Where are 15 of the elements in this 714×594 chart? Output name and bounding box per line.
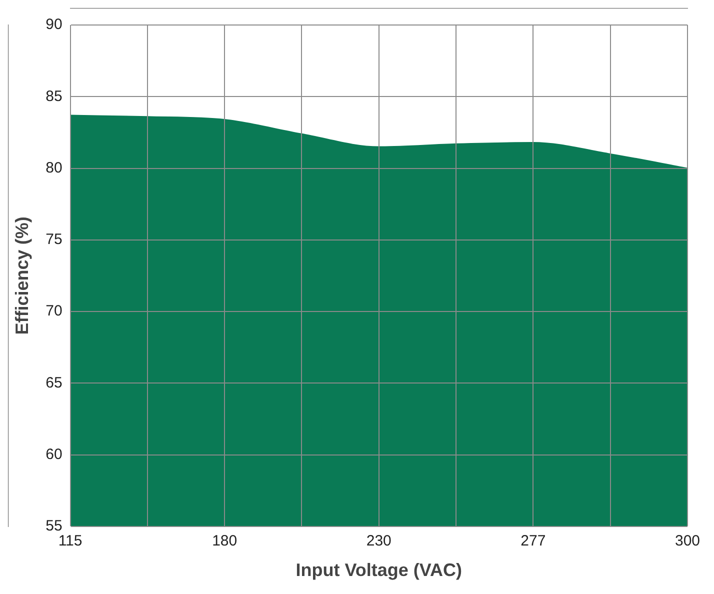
x-axis-title: Input Voltage (VAC): [296, 560, 462, 580]
y-tick-label: 70: [46, 302, 62, 320]
x-tick-label: 277: [520, 532, 546, 550]
y-tick-label: 65: [46, 374, 62, 392]
y-tick-label: 75: [46, 231, 62, 248]
x-tick-label: 230: [366, 532, 392, 550]
x-tick-label: 115: [58, 532, 82, 550]
x-tick-label: 180: [212, 532, 238, 550]
y-axis-title: Efficiency (%): [12, 216, 32, 335]
y-tick-label: 80: [46, 159, 62, 176]
x-tick-label: 300: [674, 532, 700, 550]
y-tick-label: 90: [46, 16, 62, 34]
y-tick-label: 60: [46, 446, 62, 463]
y-tick-label: 55: [46, 518, 62, 535]
y-tick-label: 85: [46, 88, 62, 105]
